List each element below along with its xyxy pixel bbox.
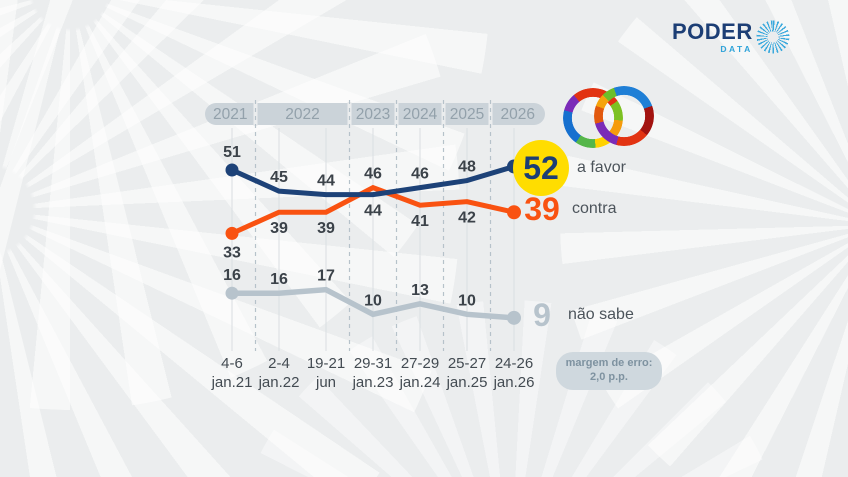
contra-label: contra — [572, 200, 617, 217]
value-label: 48 — [458, 159, 476, 176]
value-label: 17 — [317, 268, 335, 285]
series-line-1 — [229, 184, 517, 236]
x-tick-label-top: 25-27 — [448, 355, 486, 372]
x-tick-label-bottom: jun — [315, 374, 336, 391]
value-label: 45 — [270, 169, 288, 186]
x-tick-label-bottom: jan.22 — [258, 374, 300, 391]
nao-sabe-end-value: 9 — [533, 297, 551, 333]
year-band-bar — [205, 103, 545, 125]
poderdata-logo: PODER DATA — [672, 19, 790, 54]
value-label: 33 — [223, 244, 241, 261]
value-label: 46 — [364, 166, 382, 183]
value-label: 10 — [458, 292, 476, 309]
year-band-gap — [253, 102, 258, 126]
series-end-dot — [507, 310, 521, 325]
ring-right-icon — [594, 86, 654, 146]
year-band-label: 2023 — [356, 106, 390, 123]
margin-of-error-line1: margem de erro: — [565, 357, 653, 369]
value-label: 39 — [270, 220, 288, 237]
year-band-label: 2026 — [501, 106, 535, 123]
series-start-dot — [225, 163, 239, 177]
x-tick-label-top: 24-26 — [495, 355, 533, 372]
year-band-label: 2025 — [450, 106, 484, 123]
year-band-gap — [441, 102, 446, 126]
a-favor-end-value: 52 — [523, 150, 559, 186]
year-band-gap — [394, 102, 399, 126]
value-label: 44 — [364, 203, 382, 220]
value-label: 41 — [411, 213, 429, 230]
value-label: 51 — [223, 144, 241, 161]
x-tick-label-top: 29-31 — [354, 355, 392, 372]
year-band-label: 2022 — [285, 106, 319, 123]
series-end-dot — [507, 205, 521, 220]
series-start-dot — [225, 226, 239, 240]
value-label: 46 — [411, 166, 429, 183]
x-tick-label-top: 19-21 — [307, 355, 345, 372]
x-tick-label-bottom: jan.25 — [446, 374, 488, 391]
series-line-2 — [229, 286, 517, 321]
value-label: 10 — [364, 292, 382, 309]
x-tick-label-top: 4-6 — [221, 355, 243, 372]
margin-of-error-line2: 2,0 p.p. — [590, 370, 628, 383]
year-band-label: 2024 — [403, 106, 438, 123]
interlocked-rings-logo — [563, 86, 655, 148]
a-favor-label: a favor — [577, 159, 626, 176]
value-label: 16 — [223, 267, 241, 284]
legend-nao-sabe: 9 não sabe — [524, 299, 634, 331]
x-tick-label-bottom: jan.24 — [399, 374, 441, 391]
x-tick-label-bottom: jan.26 — [493, 374, 535, 391]
poderdata-sunburst-icon — [755, 20, 790, 54]
x-tick-label-bottom: jan.23 — [352, 374, 394, 391]
legend-contra: 39 contra — [520, 193, 616, 225]
value-label: 39 — [317, 220, 335, 237]
nao-sabe-label: não sabe — [568, 306, 634, 323]
value-label: 13 — [411, 282, 429, 299]
x-tick-label-top: 27-29 — [401, 355, 439, 372]
legend-a-favor: 52 a favor — [513, 140, 626, 196]
value-label: 16 — [270, 271, 288, 288]
year-band-gap — [347, 102, 352, 126]
x-tick-label-bottom: jan.21 — [211, 374, 253, 391]
series-start-dot — [225, 286, 239, 300]
highlight-circle: 52 — [513, 140, 569, 196]
year-band-label: 2021 — [213, 106, 247, 123]
brand-subtitle: DATA — [720, 44, 753, 54]
contra-end-value: 39 — [524, 191, 560, 227]
margin-of-error-badge: margem de erro: 2,0 p.p. — [556, 352, 662, 390]
brand-name: PODER — [672, 19, 753, 44]
value-label: 44 — [317, 173, 335, 190]
year-band-gap — [488, 102, 493, 126]
series-line-0 — [229, 163, 517, 198]
value-label: 42 — [458, 210, 476, 227]
x-tick-label-top: 2-4 — [268, 355, 290, 372]
